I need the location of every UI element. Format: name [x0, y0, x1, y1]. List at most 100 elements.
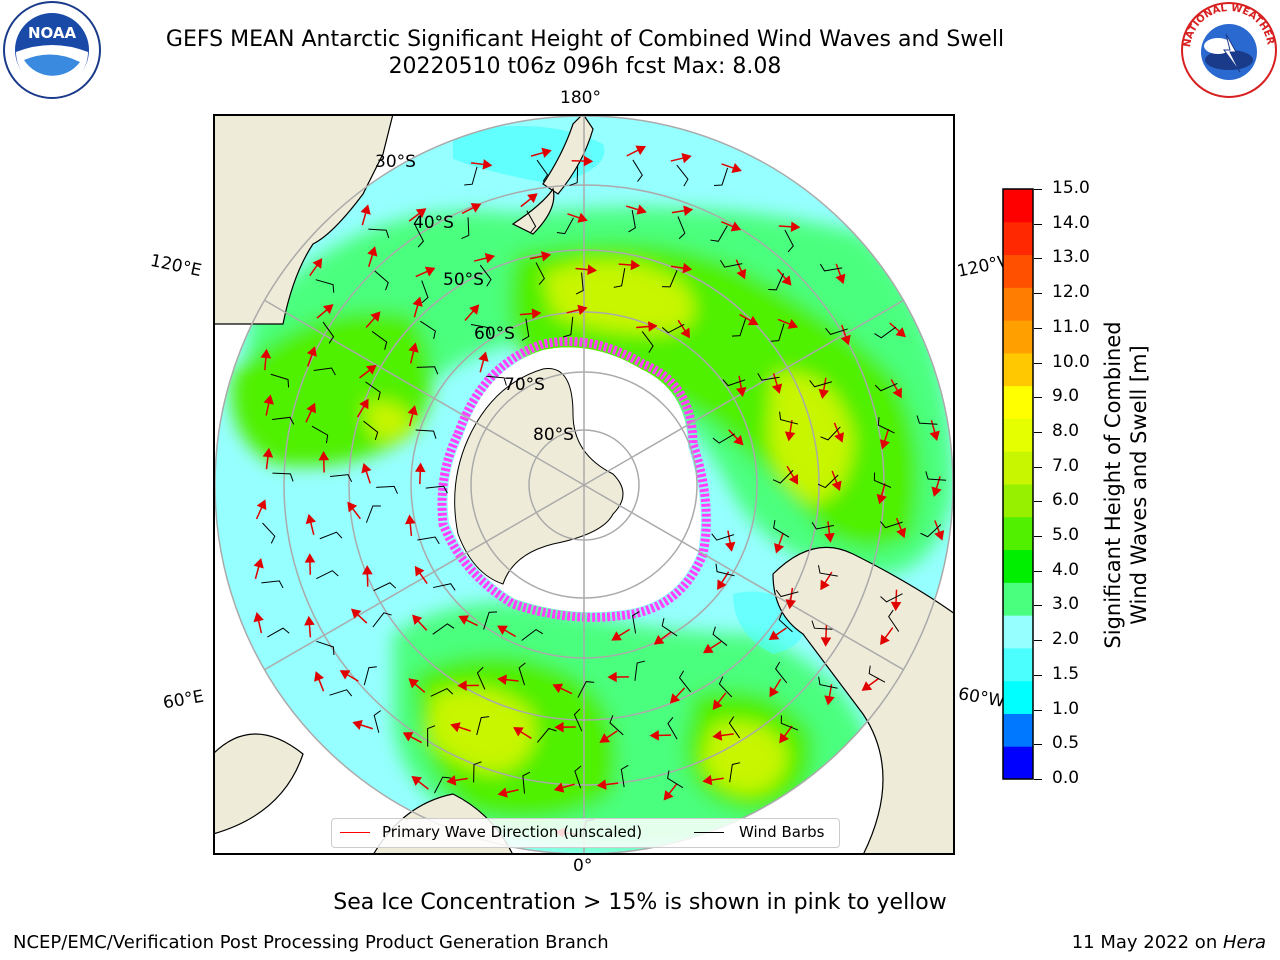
- wave-arrowhead: [552, 683, 564, 694]
- wind-barb: [483, 611, 498, 630]
- wind-barb: [880, 521, 903, 529]
- wave-arrowhead: [318, 450, 330, 461]
- wave-arrowhead: [482, 159, 493, 170]
- wind-barb: [373, 582, 397, 592]
- chart-subtitle: 20220510 t06z 096h fcst Max: 8.08: [388, 54, 782, 79]
- wind-barb: [778, 612, 793, 633]
- wave-arrowhead: [323, 304, 334, 315]
- colorbar-cell: [1003, 221, 1033, 256]
- wind-barb: [711, 533, 735, 541]
- wind-barb: [779, 411, 799, 425]
- colorbar-cells: [1003, 189, 1033, 780]
- wave-arrowhead: [370, 311, 381, 322]
- wave-arrowhead: [596, 779, 607, 790]
- wave-arrowhead: [683, 205, 694, 216]
- colorbar-tick-label: 7.0: [1052, 455, 1080, 476]
- wind-barb: [818, 676, 838, 689]
- wind-barb: [757, 373, 780, 381]
- wind-barb: [819, 263, 843, 272]
- wind-barb: [632, 611, 640, 634]
- ice-note: Sea Ice Concentration > 15% is shown in …: [333, 890, 947, 915]
- wave-arrowhead: [450, 722, 461, 733]
- colorbar-tick-label: 15.0: [1052, 178, 1090, 198]
- wind-barb: [575, 272, 584, 295]
- wind-barb: [773, 519, 790, 538]
- wind-barb: [434, 776, 451, 794]
- wind-barb: [676, 164, 689, 187]
- wind-barb: [712, 433, 735, 444]
- colorbar: [1002, 188, 1034, 780]
- wind-barb: [775, 661, 788, 684]
- wave-arrowhead: [408, 342, 419, 353]
- colorbar-tick-mark: [1034, 189, 1042, 190]
- wind-barb: [632, 159, 643, 182]
- wave-arrowhead: [306, 346, 317, 357]
- wave-arrowhead: [824, 695, 835, 706]
- wave-arrowhead: [747, 315, 759, 326]
- wave-arrowhead: [820, 637, 832, 647]
- wave-arrowhead: [457, 680, 467, 691]
- wind-barb: [577, 681, 595, 698]
- wind-barb: [518, 662, 526, 686]
- wind-barb: [634, 660, 646, 681]
- colorbar-tick-mark: [1034, 431, 1042, 433]
- colorbar-tick-mark: [1034, 397, 1042, 399]
- legend-wave-swatch: [340, 832, 370, 833]
- wind-barb: [470, 324, 491, 336]
- wave-arrowhead: [784, 431, 796, 442]
- wind-barb: [372, 612, 392, 628]
- wind-barb: [373, 710, 381, 733]
- wind-barb: [609, 715, 624, 736]
- wind-barb: [573, 708, 583, 732]
- wave-arrowhead: [458, 615, 469, 625]
- colorbar-title: Significant Height of Combined Wind Wave…: [1100, 321, 1152, 648]
- lon-label-60e: 60°E: [161, 686, 206, 714]
- colorbar-title-line2: Wind Waves and Swell [m]: [1127, 345, 1151, 625]
- wind-barb: [874, 326, 897, 339]
- wind-barb: [868, 665, 886, 683]
- wind-barb: [267, 627, 290, 638]
- wave-arrowhead: [890, 601, 902, 612]
- wind-barb: [363, 666, 377, 686]
- colorbar-title-line1: Significant Height of Combined: [1101, 321, 1125, 649]
- colorbar-tick-mark: [1034, 640, 1042, 642]
- noaa-logo: NOAA: [3, 1, 101, 99]
- colorbar-tick-mark: [1034, 223, 1042, 225]
- colorbar-tick-label: 12.0: [1052, 282, 1090, 303]
- wave-arrowhead: [929, 430, 940, 441]
- colorbar-cell: [1003, 189, 1033, 223]
- wave-arrowhead: [818, 388, 829, 399]
- wave-arrowhead: [611, 631, 622, 641]
- colorbar-tick-mark: [1034, 536, 1042, 538]
- colorbar-tick-mark: [1034, 744, 1042, 746]
- wind-barb: [272, 472, 294, 482]
- colorbar-tick-mark: [1034, 362, 1042, 364]
- wave-arrowhead: [730, 221, 742, 232]
- wave-arrowhead: [470, 203, 482, 213]
- wind-barb: [486, 375, 507, 386]
- colorbar-cell: [1003, 680, 1033, 714]
- colorbar-tick-label: 1.0: [1052, 698, 1080, 719]
- colorbar-tick-mark: [1034, 570, 1042, 572]
- wind-barb: [712, 626, 728, 646]
- wind-barb: [313, 367, 336, 376]
- map-legend: Primary Wave Direction (unscaled) Wind B…: [331, 818, 840, 848]
- wind-barb: [521, 318, 530, 341]
- colorbar-tick-label: 13.0: [1052, 247, 1090, 268]
- colorbar-cell: [1003, 254, 1033, 288]
- wave-arrowhead: [892, 387, 902, 399]
- wind-barb: [729, 762, 741, 783]
- wind-barb: [416, 366, 439, 375]
- wind-barb: [315, 279, 335, 293]
- colorbar-tick-mark: [1034, 258, 1042, 260]
- wind-barb: [262, 522, 276, 544]
- wave-arrowhead: [367, 246, 378, 257]
- wave-arrowhead: [312, 258, 323, 269]
- colorbar-cell: [1003, 418, 1033, 452]
- wave-arrowhead: [785, 599, 796, 610]
- wind-barb: [563, 316, 574, 338]
- wave-arrowhead: [648, 321, 658, 332]
- wave-arrowhead: [774, 542, 785, 554]
- wave-direction-arrows: [253, 145, 945, 839]
- wave-arrowhead: [408, 678, 419, 689]
